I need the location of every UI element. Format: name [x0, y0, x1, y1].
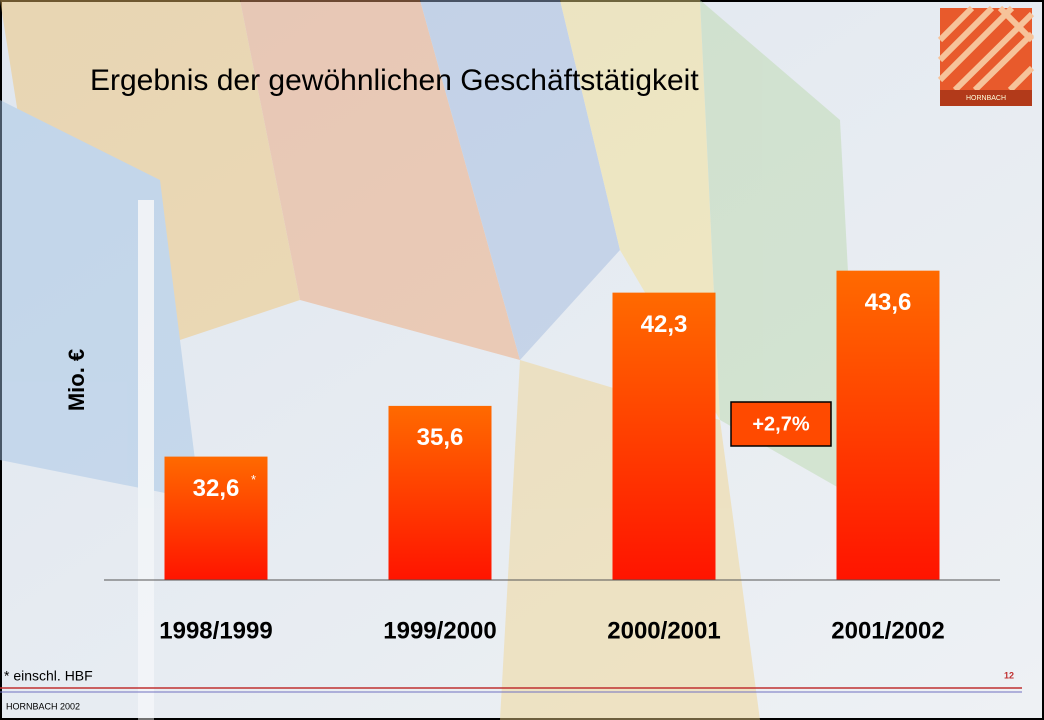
annotation: +2,7% — [752, 413, 809, 435]
y-axis-label: Mio. € — [64, 349, 89, 411]
slide: Ergebnis der gewöhnlichen Geschäftstätig… — [0, 0, 1044, 720]
footnote: * einschl. HBF — [4, 668, 93, 684]
logo: HORNBACH — [940, 8, 1032, 106]
bar — [837, 271, 940, 580]
logo-text: HORNBACH — [966, 95, 1006, 102]
page-number: 12 — [1004, 670, 1014, 680]
x-tick-label: 2001/2002 — [831, 617, 944, 644]
title: Ergebnis der gewöhnlichen Geschäftstätig… — [90, 64, 699, 97]
x-tick-label: 1998/1999 — [159, 617, 272, 644]
x-tick-label: 2000/2001 — [607, 617, 720, 644]
value-label: 35,6 — [417, 424, 464, 451]
value-label: 43,6 — [865, 289, 912, 316]
x-tick-label: 1999/2000 — [383, 617, 496, 644]
footer-text: HORNBACH 2002 — [6, 701, 80, 711]
value-label: 32,6 — [193, 475, 240, 502]
value-label: 42,3 — [641, 311, 688, 338]
annotation: * — [251, 472, 256, 487]
